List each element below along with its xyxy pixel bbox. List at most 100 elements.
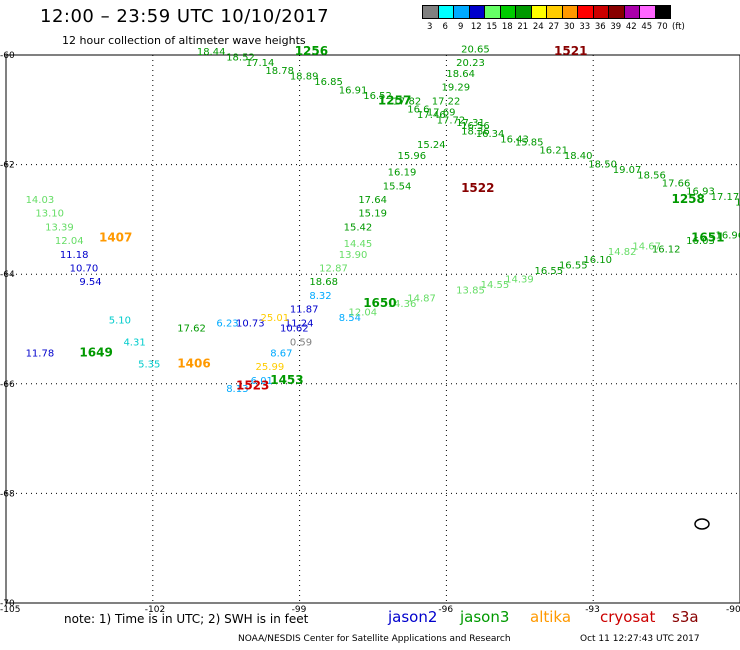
swh-value: 11.87 [290,305,319,316]
pass-label: 1257 [378,93,411,107]
swh-value: 14.55 [481,280,510,291]
swh-value: 6.23 [216,318,238,329]
swh-value: 17.82 [393,96,422,107]
pass-label: 1521 [554,44,587,58]
swh-value: 25.99 [256,362,285,373]
swh-value: 12.87 [319,263,348,274]
swh-value: 12.04 [55,236,84,247]
swh-value: 17.14 [246,58,275,69]
footer-credit: NOAA/NESDIS Center for Satellite Applica… [238,634,511,644]
swh-value: 18.44 [197,47,226,58]
swh-value: 11.24 [285,318,314,329]
island-outline [694,518,710,530]
pass-label: 1407 [99,230,132,244]
lat-tick-label: -70 [0,599,15,609]
colorbar-label: 3 [427,22,433,32]
lon-tick-label: -90 [726,605,740,615]
swh-value: 16.03 [686,236,715,247]
swh-value: 16.6 [407,105,429,116]
map-title: 12:00 – 23:59 UTC 10/10/2017 [40,6,330,27]
colorbar-label: 6 [442,22,448,32]
swh-value: 16.85 [314,77,343,88]
swh-value: 18.36 [461,126,490,137]
lon-tick-label: -102 [145,605,165,615]
swh-value: 19.07 [613,165,642,176]
swh-value: 16.19 [388,168,417,179]
swh-value: 15.19 [358,209,387,220]
swh-value: 11.18 [60,250,89,261]
satellite-altika: altika [530,608,572,626]
lat-tick-label: -66 [0,380,15,390]
swh-value: 16.91 [339,85,368,96]
colorbar-label: 36 [594,22,606,32]
pass-label: 1256 [295,44,328,58]
swh-value: 14.03 [26,195,55,206]
satellite-cryosat: cryosat [600,608,656,626]
swh-value: 16.52 [363,91,392,102]
map-subtitle: 12 hour collection of altimeter wave hei… [62,34,306,47]
swh-value: 8.32 [309,291,331,302]
colorbar-label: 30 [563,22,575,32]
swh-value: 14.87 [407,294,436,305]
lat-tick-label: -60 [0,51,15,61]
swh-value: 14.82 [608,247,637,258]
colorbar-label: 39 [610,22,622,32]
swh-value: 18.78 [265,66,294,77]
swh-value: 16.93 [686,187,715,198]
swh-value: 25.01 [260,313,289,324]
axis-ticks: -60 -62 -64 -66 -68 -70-105 -102 -99 -96 -93 -90 [0,51,740,615]
swh-value: 16.55 [559,261,588,272]
swh-value: 8.54 [339,313,361,324]
swh-value: 14.39 [505,274,534,285]
swh-value: 16.21 [539,146,568,157]
colorbar-unit: (ft) [672,22,685,32]
satellite-jason3: jason3 [460,608,510,626]
colorbar-label: 15 [486,22,498,32]
colorbar [422,5,671,19]
swh-value: 15.96 [397,151,426,162]
satellite-s3a: s3a [672,608,699,626]
lat-tick-label: -68 [0,489,15,499]
swh-value: 15.24 [417,140,446,151]
colorbar-label: 33 [579,22,591,32]
swh-value: 16.43 [500,135,529,146]
lon-tick-label: -96 [438,605,453,615]
pass-label: 1453 [270,373,303,387]
swh-value: 17.69 [427,107,456,118]
colorbar-label: 12 [470,22,482,32]
swh-value: 18.89 [290,72,319,83]
lon-tick-label: -105 [0,605,20,615]
swh-value: 15.42 [344,222,373,233]
swh-value: 17.66 [662,179,691,190]
swh-value: 17.17 [711,192,740,203]
swh-value: 15.54 [383,181,412,192]
swh-value: 13.85 [456,285,485,296]
colorbar-label: 18 [501,22,513,32]
swh-value: 18.68 [309,277,338,288]
swh-value: 10.73 [236,318,265,329]
swh-value: 5.35 [138,359,160,370]
lat-tick-label: -62 [0,161,15,171]
swh-value: 16.34 [476,129,505,140]
swh-value: 18.50 [588,159,617,170]
swh-value: 9.54 [79,277,101,288]
swh-value: 10.62 [280,324,309,335]
swh-value: 16.96 [716,231,740,242]
swh-value: 14.45 [344,239,373,250]
swh-value: 17.46 [417,110,446,121]
swh-value: 18.40 [564,151,593,162]
swh-value: 20.23 [456,58,485,69]
swh-value: 16.10 [583,255,612,266]
pass-label: 1522 [461,181,494,195]
swh-values: 18.44 18.5217.1418.7818.8916.8516.9116.52… [26,44,740,395]
swh-value: 14.36 [388,299,417,310]
pass-label: 1650 [363,296,396,310]
lon-tick-label: -99 [292,605,307,615]
swh-value: 6.01 [251,376,273,387]
swh-value: 0.59 [290,337,312,348]
swh-value: 5.10 [109,316,131,327]
swh-value: 18.52 [226,52,255,63]
swh-value: 19.29 [442,83,471,94]
